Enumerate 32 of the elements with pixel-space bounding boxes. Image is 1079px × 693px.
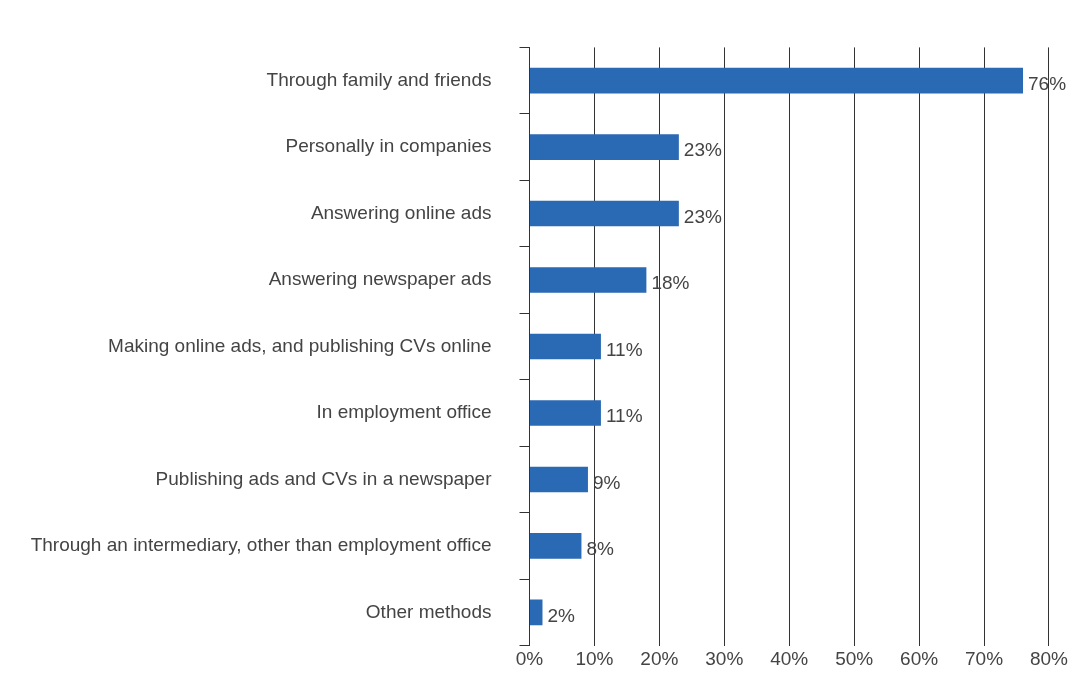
y-tick-label: In employment office bbox=[316, 401, 492, 423]
bar bbox=[530, 200, 679, 227]
x-tick-label: 60% bbox=[900, 648, 939, 670]
y-tick-label: Making online ads, and publishing CVs online bbox=[108, 334, 492, 356]
y-tick-label: Personally in companies bbox=[285, 135, 492, 157]
bar bbox=[530, 466, 588, 493]
data-label: 23% bbox=[683, 139, 722, 161]
bar bbox=[530, 599, 543, 626]
x-tick-label: 70% bbox=[965, 648, 1004, 670]
x-tick-label: 50% bbox=[835, 648, 874, 670]
x-tick-label: 10% bbox=[575, 648, 614, 670]
x-tick-label: 80% bbox=[1029, 648, 1069, 670]
x-tick-label: 20% bbox=[640, 648, 679, 670]
y-tick-label: Publishing ads and CVs in a newspaper bbox=[155, 467, 493, 489]
bar bbox=[530, 333, 601, 360]
bar bbox=[530, 533, 582, 559]
y-tick-label: Through an intermediary, other than employment office bbox=[30, 534, 492, 556]
x-tick-label: 30% bbox=[705, 648, 744, 670]
data-label: 2% bbox=[547, 604, 576, 626]
x-tick-label: 0% bbox=[515, 648, 544, 670]
y-tick-label: Answering newspaper ads bbox=[268, 268, 492, 290]
bar bbox=[530, 267, 647, 293]
y-tick-label: Answering online ads bbox=[310, 201, 492, 223]
data-label: 23% bbox=[683, 205, 722, 227]
bar bbox=[530, 134, 679, 160]
data-label: 11% bbox=[605, 405, 643, 427]
bar bbox=[530, 400, 601, 426]
y-tick-label: Other methods bbox=[365, 600, 492, 622]
x-tick-label: 40% bbox=[770, 648, 809, 670]
bar bbox=[530, 67, 1024, 94]
y-tick-label: Through family and friends bbox=[266, 68, 492, 90]
data-label: 11% bbox=[605, 338, 643, 360]
